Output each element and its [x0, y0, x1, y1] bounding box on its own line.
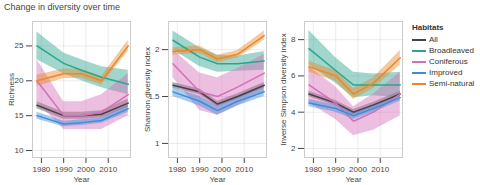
html-text:Improved: Improved — [429, 68, 463, 77]
svg-text:2000: 2000 — [77, 165, 95, 174]
html-text:Coniferous: Coniferous — [429, 57, 468, 66]
svg-text:6: 6 — [291, 71, 296, 80]
svg-text:2010: 2010 — [371, 165, 389, 174]
svg-text:1980: 1980 — [305, 165, 323, 174]
svg-text:1990: 1990 — [55, 165, 73, 174]
svg-text:Year: Year — [345, 175, 362, 184]
svg-text:Shannon diversity index: Shannon diversity index — [143, 47, 152, 132]
svg-text:Year: Year — [73, 175, 90, 184]
svg-text:2: 2 — [155, 45, 160, 54]
html-text:Broadleaved: Broadleaved — [429, 46, 474, 55]
html-text:Semi-natural: Semi-natural — [429, 79, 475, 88]
svg-text:2000: 2000 — [349, 165, 367, 174]
html-text:All: All — [429, 35, 438, 44]
svg-text:1.5: 1.5 — [148, 92, 160, 102]
svg-text:10: 10 — [15, 146, 24, 155]
svg-text:Richness: Richness — [7, 73, 16, 106]
svg-text:1980: 1980 — [33, 165, 51, 174]
svg-text:20: 20 — [14, 76, 24, 86]
svg-text:Inverse Simpson diversity inde: Inverse Simpson diversity index — [279, 33, 288, 146]
svg-text:1990: 1990 — [327, 165, 345, 174]
svg-text:2000: 2000 — [213, 165, 231, 174]
svg-text:25: 25 — [15, 41, 24, 50]
svg-text:1: 1 — [155, 139, 160, 148]
svg-text:Year: Year — [209, 175, 226, 184]
svg-text:8: 8 — [291, 35, 296, 44]
html-text:Habitats: Habitats — [412, 23, 444, 32]
svg-text:2010: 2010 — [235, 165, 253, 174]
svg-text:2010: 2010 — [99, 165, 117, 174]
svg-text:1980: 1980 — [169, 165, 187, 174]
svg-text:15: 15 — [15, 111, 24, 120]
svg-text:4: 4 — [291, 108, 296, 117]
svg-text:1990: 1990 — [191, 165, 209, 174]
svg-text:2: 2 — [291, 144, 296, 153]
html-text:Change in diversity over time: Change in diversity over time — [4, 2, 121, 12]
